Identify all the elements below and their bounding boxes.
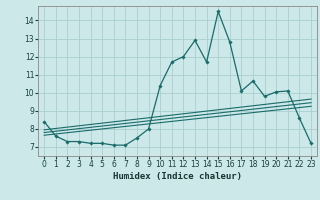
X-axis label: Humidex (Indice chaleur): Humidex (Indice chaleur) [113, 172, 242, 181]
